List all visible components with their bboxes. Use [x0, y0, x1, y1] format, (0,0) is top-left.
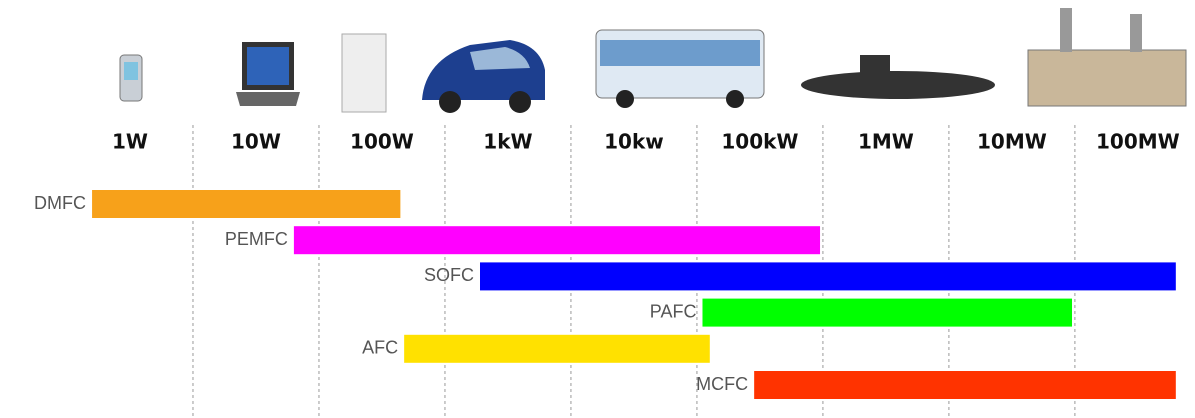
bar [702, 298, 1073, 327]
bar [404, 334, 710, 363]
bar-label: PAFC [650, 301, 697, 321]
factory-chimney [1060, 8, 1072, 52]
bar-label: MCFC [696, 374, 748, 394]
x-tick-label: 100MW [1096, 130, 1180, 154]
submarine-icon [801, 71, 995, 99]
bus-wheel [726, 90, 744, 108]
bar-label: PEMFC [225, 229, 288, 249]
device-icons [119, 8, 1187, 113]
bus-windows [600, 40, 760, 66]
car-icon [422, 40, 545, 100]
laptop-base [236, 92, 300, 106]
bar [92, 190, 401, 218]
bus-wheel [616, 90, 634, 108]
bar [754, 371, 1176, 399]
laptop-screen [247, 47, 289, 85]
bar-label: SOFC [424, 265, 474, 285]
x-tick-label: 10MW [977, 130, 1047, 154]
x-tick-label: 1W [112, 130, 148, 154]
car-wheel [439, 91, 461, 113]
x-tick-label: 10kw [604, 130, 664, 154]
factory-chimney [1130, 14, 1142, 52]
bar [293, 226, 821, 255]
x-tick-label: 100kW [721, 130, 798, 154]
pda-screen [124, 62, 138, 80]
bar [480, 262, 1176, 291]
x-tick-label: 1MW [858, 130, 914, 154]
submarine-tower [860, 55, 890, 77]
x-tick-label: 10W [231, 130, 281, 154]
bar-label: DMFC [34, 193, 86, 213]
x-tick-label: 100W [350, 130, 414, 154]
bar-label: AFC [362, 338, 398, 358]
x-tick-label: 1kW [483, 130, 532, 154]
car-window [470, 47, 530, 70]
server-icon [341, 33, 387, 113]
car-wheel [509, 91, 531, 113]
factory-icon [1027, 49, 1187, 107]
